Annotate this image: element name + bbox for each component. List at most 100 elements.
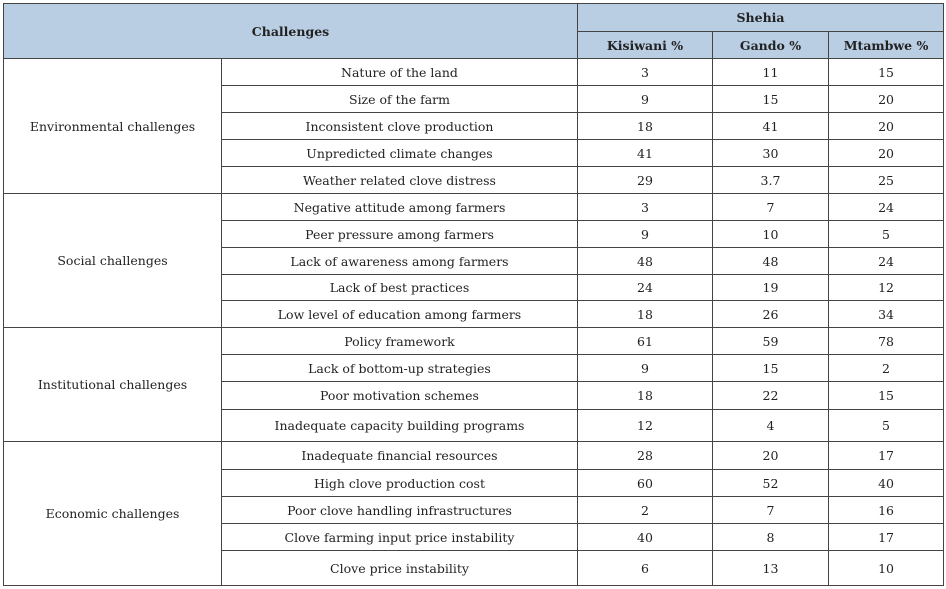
challenge-label: Clove farming input price instability: [221, 523, 578, 551]
percent-cell: 6: [577, 550, 713, 586]
percent-cell: 17: [827, 523, 945, 551]
table-row: Inconsistent clove production 18 41 20: [4, 112, 945, 140]
percent-cell: 20: [827, 139, 945, 167]
percent-cell: 2: [577, 496, 713, 524]
percent-cell: 4: [712, 409, 829, 442]
challenge-label: High clove production cost: [221, 469, 578, 497]
table-row: High clove production cost 60 52 40: [4, 469, 945, 497]
percent-cell: 15: [827, 381, 945, 410]
percent-cell: 12: [827, 274, 945, 301]
percent-cell: 20: [827, 112, 945, 140]
percent-cell: 10: [827, 550, 945, 586]
percent-cell: 40: [577, 523, 713, 551]
challenges-header: Challenges: [3, 3, 578, 59]
challenge-label: Low level of education among farmers: [221, 300, 578, 328]
challenge-label: Peer pressure among farmers: [221, 220, 578, 248]
table-row: Lack of awareness among farmers 48 48 24: [4, 247, 945, 275]
table-row: Lack of bottom-up strategies 9 15 2: [4, 354, 945, 382]
column-header: Gando %: [712, 31, 829, 59]
percent-cell: 24: [827, 193, 945, 221]
percent-cell: 5: [827, 409, 945, 442]
percent-cell: 17: [827, 441, 945, 470]
challenge-label: Lack of best practices: [221, 274, 578, 301]
table-row: Peer pressure among farmers 9 10 5: [4, 220, 945, 248]
percent-cell: 18: [577, 300, 713, 328]
table-row: Unpredicted climate changes 41 30 20: [4, 139, 945, 167]
table-row: Social challenges Negative attitude among…: [3, 193, 945, 328]
challenges-table: Challenges Shehia Kisiwani % Gando % Mtamb…: [3, 3, 945, 586]
challenge-label: Policy framework: [221, 327, 578, 355]
percent-cell: 29: [577, 166, 713, 194]
percent-cell: 18: [577, 112, 713, 140]
group-name: Social challenges: [3, 193, 222, 328]
challenge-label: Lack of bottom-up strategies: [221, 354, 578, 382]
percent-cell: 3: [577, 193, 713, 221]
column-header: Mtambwe %: [827, 31, 945, 59]
percent-cell: 59: [712, 327, 829, 355]
percent-cell: 25: [827, 166, 945, 194]
table-row: Environmental challenges Nature of the la…: [3, 58, 945, 194]
challenge-label: Unpredicted climate changes: [221, 139, 578, 167]
table-body: Environmental challenges Nature of the la…: [3, 58, 945, 586]
percent-cell: 30: [712, 139, 829, 167]
percent-cell: 9: [577, 220, 713, 248]
percent-cell: 78: [827, 327, 945, 355]
percent-cell: 12: [577, 409, 713, 442]
percent-cell: 52: [712, 469, 829, 497]
percent-cell: 61: [577, 327, 713, 355]
percent-cell: 20: [827, 85, 945, 113]
percent-cell: 15: [712, 85, 829, 113]
group-name: Institutional challenges: [3, 327, 222, 442]
percent-cell: 15: [712, 354, 829, 382]
table-row: Poor motivation schemes 18 22 15: [4, 381, 945, 410]
percent-cell: 13: [712, 550, 829, 586]
percent-cell: 7: [712, 193, 829, 221]
group-name: Economic challenges: [3, 441, 222, 586]
percent-cell: 16: [827, 496, 945, 524]
percent-cell: 18: [577, 381, 713, 410]
challenge-label: Poor clove handling infrastructures: [221, 496, 578, 524]
percent-cell: 40: [827, 469, 945, 497]
percent-cell: 11: [712, 58, 829, 86]
challenge-label: Weather related clove distress: [221, 166, 578, 194]
challenge-label: Negative attitude among farmers: [221, 193, 578, 221]
percent-cell: 60: [577, 469, 713, 497]
table-row: Clove price instability 6 13 10: [4, 550, 945, 586]
percent-cell: 5: [827, 220, 945, 248]
challenge-label: Lack of awareness among farmers: [221, 247, 578, 275]
percent-cell: 15: [827, 58, 945, 86]
shehia-header: Shehia: [576, 3, 945, 32]
challenge-label: Inconsistent clove production: [221, 112, 578, 140]
percent-cell: 7: [712, 496, 829, 524]
percent-cell: 2: [827, 354, 945, 382]
percent-cell: 24: [827, 247, 945, 275]
table-row: Institutional challenges Policy framework…: [3, 327, 945, 442]
percent-cell: 41: [712, 112, 829, 140]
challenge-label: Poor motivation schemes: [221, 381, 578, 410]
percent-cell: 3: [577, 58, 713, 86]
table-row: Economic challenges Inadequate financial …: [3, 441, 945, 586]
percent-cell: 48: [712, 247, 829, 275]
group-name: Environmental challenges: [3, 58, 222, 194]
percent-cell: 34: [827, 300, 945, 328]
challenge-label: Nature of the land: [221, 58, 578, 86]
percent-cell: 22: [712, 381, 829, 410]
challenge-label: Size of the farm: [221, 85, 578, 113]
table-row: Clove farming input price instability 40 8…: [4, 523, 945, 551]
percent-cell: 41: [577, 139, 713, 167]
percent-cell: 19: [712, 274, 829, 301]
challenge-label: Inadequate financial resources: [221, 441, 578, 470]
percent-cell: 10: [712, 220, 829, 248]
table-header: Challenges Shehia Kisiwani % Gando % Mtamb…: [3, 3, 945, 59]
percent-cell: 9: [577, 354, 713, 382]
table-row: Poor clove handling infrastructures 2 7 16: [4, 496, 945, 524]
percent-cell: 3.7: [712, 166, 829, 194]
column-header: Kisiwani %: [577, 31, 713, 59]
percent-cell: 24: [577, 274, 713, 301]
challenge-label: Clove price instability: [221, 550, 578, 586]
percent-cell: 48: [577, 247, 713, 275]
percent-cell: 26: [712, 300, 829, 328]
percent-cell: 8: [712, 523, 829, 551]
challenge-label: Inadequate capacity building programs: [221, 409, 578, 442]
